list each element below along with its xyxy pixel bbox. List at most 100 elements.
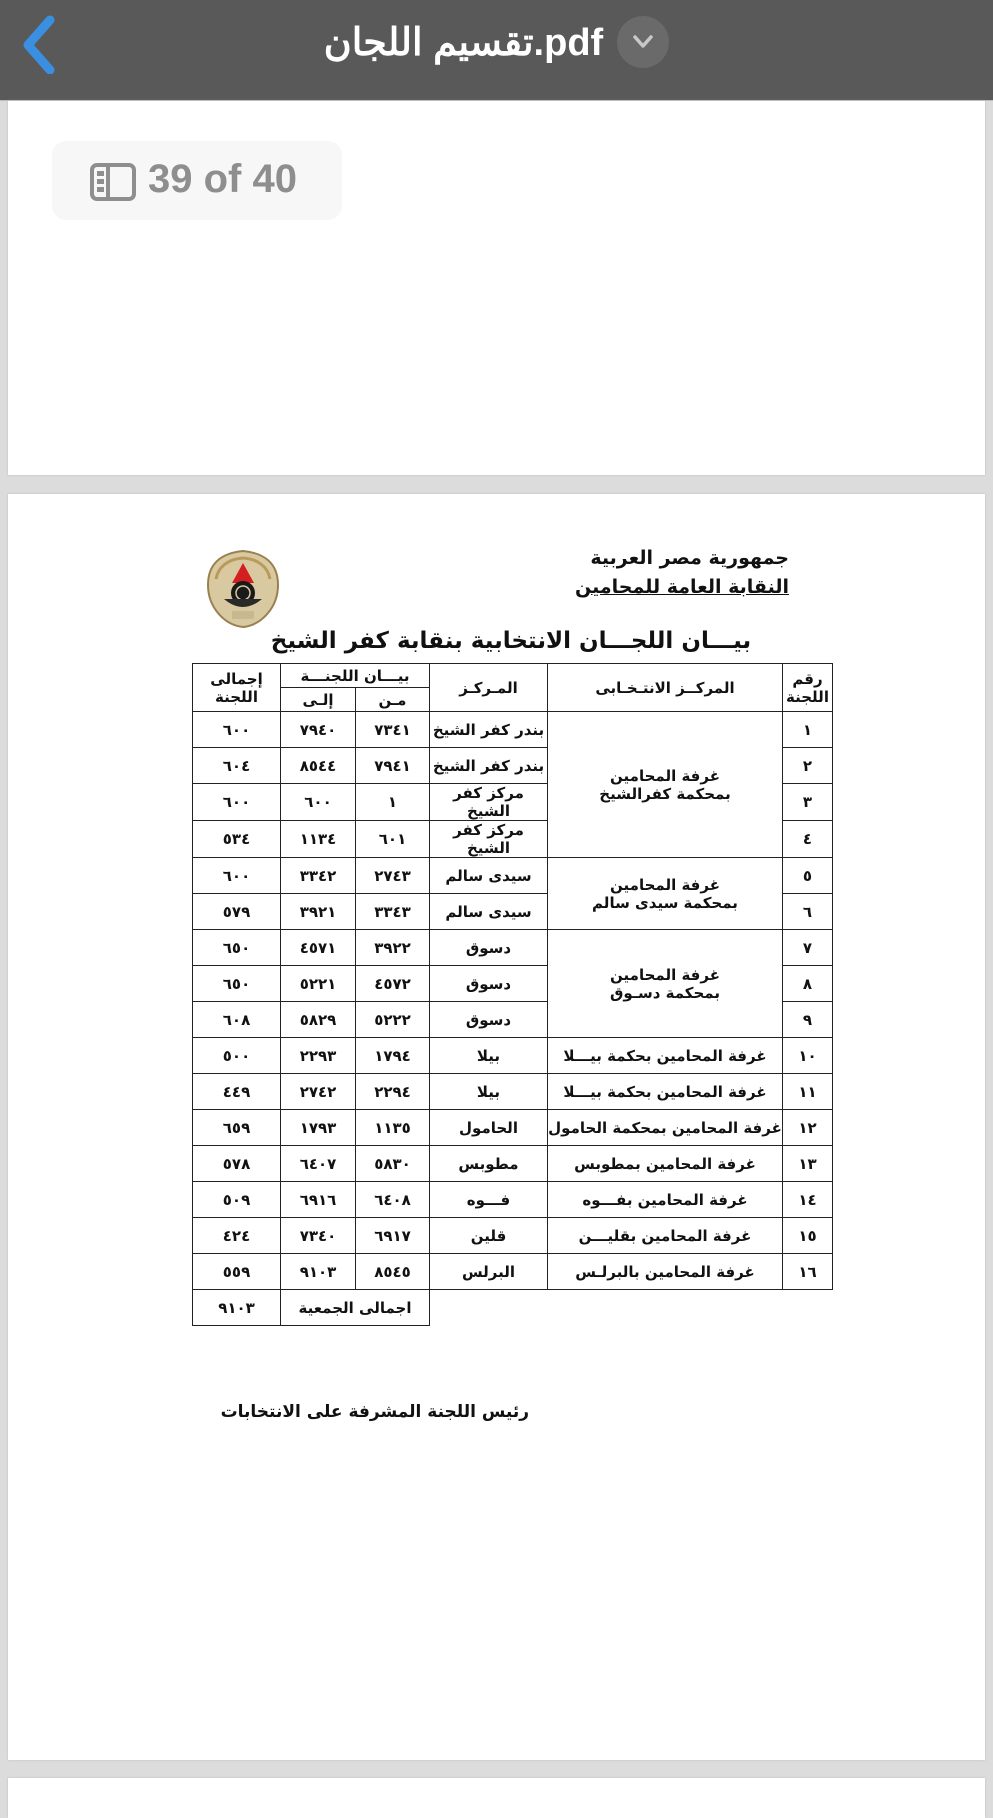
range-from: ١١٣٥ xyxy=(355,1109,430,1146)
range-from: ٧٣٤١ xyxy=(355,711,430,748)
center: بيلا xyxy=(429,1037,548,1074)
range-from: ١٧٩٤ xyxy=(355,1037,430,1074)
range-from: ٣٣٤٣ xyxy=(355,893,430,930)
range-from: ٨٥٤٥ xyxy=(355,1253,430,1290)
range-to: ٧٣٤٠ xyxy=(280,1217,356,1254)
committee-total: ٦٥٠ xyxy=(192,929,281,966)
table-row: ٧ غرفة المحامين بمحكمة دسـوق دسوق ٣٩٢٢ ٤٥٧١ ٦… xyxy=(192,929,833,1038)
document-header: جمهورية مصر العربية النقابة العامة للمحا… xyxy=(575,544,789,602)
range-from: ٣٩٢٢ xyxy=(355,929,430,966)
committee-number: ١٦ xyxy=(782,1253,833,1290)
chevron-down-icon xyxy=(633,35,653,48)
committee-total: ٦٠٤ xyxy=(192,747,281,784)
table-row: ١٥ غرفة المحامين بقليـــن قلين ٦٩١٧ ٧٣٤٠ ٤٢٤ xyxy=(192,1217,833,1254)
range-from: ٥٨٣٠ xyxy=(355,1145,430,1182)
header-from: مـن xyxy=(355,687,430,712)
committees-table: رقم اللجنة المركــز الانتـخـابى المـركـز… xyxy=(192,663,833,1326)
bar-association-logo xyxy=(206,549,280,629)
table-row: ١٠ غرفة المحامين بحكمة بيـــلا بيلا ١٧٩٤ ٢٢٩… xyxy=(192,1037,833,1074)
range-from: ١ xyxy=(355,783,430,821)
pdf-page-40 xyxy=(8,1778,985,1818)
title-menu-button[interactable] xyxy=(617,16,670,68)
header-committee-total: إجمالى اللجنة xyxy=(192,663,281,712)
table-row: ٤ مركز كفر الشيخ ٦٠١ ١١٣٤ ٥٣٤ xyxy=(192,820,833,858)
committee-number: ١ xyxy=(782,711,833,748)
page-indicator-button[interactable]: 39 of 40 xyxy=(52,141,342,220)
committee-total: ٤٤٩ xyxy=(192,1073,281,1110)
table-row: ٩ دسوق ٥٢٢٢ ٥٨٢٩ ٦٠٨ xyxy=(192,1001,833,1038)
document-title-heading: بيـــان اللجـــان الانتخابية بنقابة كفر … xyxy=(270,628,752,654)
range-to: ٧٩٤٠ xyxy=(280,711,356,748)
committee-number: ١٢ xyxy=(782,1109,833,1146)
header-committee-range: بيـــان اللجنـــة xyxy=(280,663,430,688)
center: قلين xyxy=(429,1217,548,1254)
electoral-center: غرفة المحامين بمحكمة سيدى سالم xyxy=(547,857,783,930)
range-from: ٦٠١ xyxy=(355,820,430,858)
pdf-page-38: 39 of 40 xyxy=(8,101,985,475)
committee-number: ٣ xyxy=(782,783,833,821)
range-to: ١٧٩٣ xyxy=(280,1109,356,1146)
committee-total: ٥٧٩ xyxy=(192,893,281,930)
sidebar-icon xyxy=(90,163,136,201)
committee-total: ٦٠٠ xyxy=(192,783,281,821)
center: دسوق xyxy=(429,1001,548,1038)
center: مركز كفر الشيخ xyxy=(429,783,548,821)
document-title: تقسيم اللجان.pdf xyxy=(323,21,604,64)
table-row: ١٢ غرفة المحامين بمحكمة الحامول الحامول ١١٣… xyxy=(192,1109,833,1146)
center: مطوبس xyxy=(429,1145,548,1182)
center: سيدى سالم xyxy=(429,893,548,930)
table-row: ٢ بندر كفر الشيخ ٧٩٤١ ٨٥٤٤ ٦٠٤ xyxy=(192,747,833,784)
range-to: ٥٢٢١ xyxy=(280,965,356,1002)
range-to: ٣٩٢١ xyxy=(280,893,356,930)
table-row: ١٣ غرفة المحامين بمطوبس مطوبس ٥٨٣٠ ٦٤٠٧ ٥٧٨ xyxy=(192,1145,833,1182)
range-to: ٢٧٤٢ xyxy=(280,1073,356,1110)
center: سيدى سالم xyxy=(429,857,548,894)
committee-number: ١٥ xyxy=(782,1217,833,1254)
center: بندر كفر الشيخ xyxy=(429,711,548,748)
table-row: ٣ مركز كفر الشيخ ١ ٦٠٠ ٦٠٠ xyxy=(192,783,833,821)
range-to: ٤٥٧١ xyxy=(280,929,356,966)
range-to: ٦٠٠ xyxy=(280,783,356,821)
range-to: ٨٥٤٤ xyxy=(280,747,356,784)
range-to: ٣٣٤٢ xyxy=(280,857,356,894)
table-row: ٥ غرفة المحامين بمحكمة سيدى سالم سيدى سالم… xyxy=(192,857,833,930)
chevron-left-icon xyxy=(23,15,55,75)
table-row: ١١ غرفة المحامين بحكمة بيـــلا بيلا ٢٢٩٤ ٢٧٤… xyxy=(192,1073,833,1110)
committee-number: ٧ xyxy=(782,929,833,966)
electoral-center: غرفة المحامين بقليـــن xyxy=(547,1217,783,1254)
range-from: ٤٥٧٢ xyxy=(355,965,430,1002)
header-center: المـركـز xyxy=(429,663,548,712)
electoral-center: غرفة المحامين بمحكمة دسـوق xyxy=(547,929,783,1038)
grand-total-label: اجمالى الجمعية xyxy=(280,1289,430,1326)
empty-cell xyxy=(783,1290,833,1326)
table-row: ١٤ غرفة المحامين بفـــوه فـــوه ٦٤٠٨ ٦٩١٦ ٥٠٩ xyxy=(192,1181,833,1218)
pdf-page-39: جمهورية مصر العربية النقابة العامة للمحا… xyxy=(8,494,985,1760)
center: الحامول xyxy=(429,1109,548,1146)
top-bar: تقسيم اللجان.pdf xyxy=(0,0,993,101)
empty-cell xyxy=(548,1290,783,1326)
electoral-center: غرفة المحامين بمحكمة كفرالشيخ xyxy=(547,711,783,858)
header-to: إلـى xyxy=(280,687,356,712)
committee-number: ١٣ xyxy=(782,1145,833,1182)
electoral-center: غرفة المحامين بحكمة بيـــلا xyxy=(547,1073,783,1110)
electoral-center: غرفة المحامين بالبرلـس xyxy=(547,1253,783,1290)
header-organization: النقابة العامة للمحامين xyxy=(575,576,789,598)
committee-number: ١٠ xyxy=(782,1037,833,1074)
committee-number: ٢ xyxy=(782,747,833,784)
committee-total: ٥٣٤ xyxy=(192,820,281,858)
center: بندر كفر الشيخ xyxy=(429,747,548,784)
electoral-center: غرفة المحامين بمطوبس xyxy=(547,1145,783,1182)
range-from: ٦٩١٧ xyxy=(355,1217,430,1254)
empty-cell xyxy=(430,1290,548,1326)
table-row: ١ غرفة المحامين بمحكمة كفرالشيخ بندر كفر ا… xyxy=(192,711,833,858)
range-to: ٦٤٠٧ xyxy=(280,1145,356,1182)
range-from: ٢٧٤٣ xyxy=(355,857,430,894)
range-to: ٩١٠٣ xyxy=(280,1253,356,1290)
back-button[interactable] xyxy=(18,14,62,75)
center: بيلا xyxy=(429,1073,548,1110)
header-country: جمهورية مصر العربية xyxy=(590,547,789,569)
committee-number: ٩ xyxy=(782,1001,833,1038)
committee-total: ٥٠٠ xyxy=(192,1037,281,1074)
electoral-center: غرفة المحامين بحكمة بيـــلا xyxy=(547,1037,783,1074)
committee-number: ٨ xyxy=(782,965,833,1002)
